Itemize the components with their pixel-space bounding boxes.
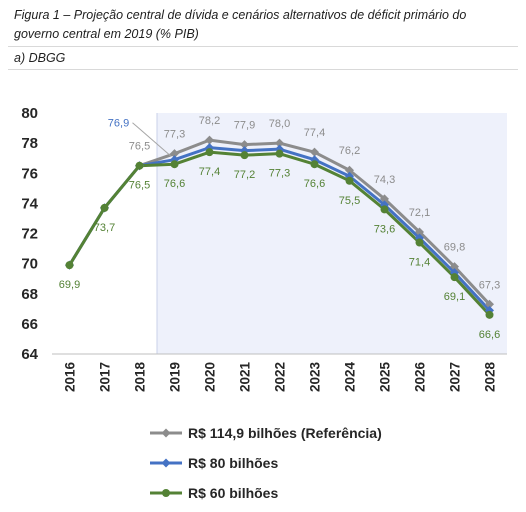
legend-label: R$ 80 bilhões (188, 455, 279, 471)
y-tick-label: 74 (21, 195, 38, 212)
series-3-point (345, 176, 354, 185)
series-1-point (205, 135, 214, 145)
series-3-point (135, 161, 144, 170)
series-1-data-label: 72,1 (409, 207, 430, 219)
y-tick-label: 72 (21, 226, 38, 243)
callout-leader-line (132, 122, 171, 157)
series-1-point (450, 262, 459, 272)
legend-label: R$ 60 bilhões (188, 485, 279, 501)
series-1-data-label: 69,8 (444, 242, 465, 254)
y-tick-label: 68 (21, 286, 38, 303)
x-tick-label: 2020 (203, 362, 218, 392)
legend-label: R$ 114,9 bilhões (Referência) (188, 425, 382, 441)
x-tick-label: 2024 (343, 362, 358, 393)
series-1-data-label: 76,5 (129, 141, 150, 153)
x-tick-label: 2017 (98, 362, 113, 392)
x-tick-label: 2022 (273, 362, 288, 392)
y-tick-label: 64 (21, 346, 38, 363)
caption-divider (8, 46, 518, 47)
series-1-data-label: 76,2 (339, 145, 360, 157)
series-1-point (240, 140, 249, 150)
series-3-point (450, 273, 459, 282)
legend-item: R$ 114,9 bilhões (Referência) (150, 418, 382, 448)
series-1-data-label: 77,3 (164, 129, 185, 141)
x-tick-label: 2016 (63, 362, 78, 393)
figure-header: Figura 1 – Projeção central de dívida e … (0, 0, 526, 70)
series-3-point (170, 160, 179, 169)
x-tick-label: 2025 (378, 362, 393, 393)
series-1-data-label: 67,3 (479, 279, 500, 291)
y-tick-label: 78 (21, 135, 38, 152)
legend-swatch (150, 428, 182, 438)
series-3-data-label: 73,6 (374, 223, 395, 235)
series-3-data-label: 77,3 (269, 168, 290, 180)
series-1-point (345, 165, 354, 175)
x-tick-label: 2027 (448, 362, 463, 392)
y-tick-label: 76 (21, 165, 38, 182)
legend-swatch (150, 489, 182, 497)
series-1-point (170, 149, 179, 159)
x-tick-label: 2021 (238, 362, 253, 393)
series-1-data-label: 77,4 (304, 127, 325, 139)
legend-item: R$ 60 bilhões (150, 478, 382, 508)
panel-divider (8, 69, 518, 70)
series-1-data-label: 78,0 (269, 118, 290, 130)
series-3-point (65, 261, 74, 270)
series-1-data-label: 74,3 (374, 174, 395, 186)
series-3-point (380, 205, 389, 214)
series-1-point (310, 147, 319, 157)
series-3-data-label: 71,4 (409, 257, 430, 269)
series-2-data-label: 76,9 (108, 118, 129, 130)
series-3-data-label: 77,2 (234, 169, 255, 181)
figure-caption: Figura 1 – Projeção central de dívida e … (14, 8, 467, 41)
series-3-point (275, 149, 284, 158)
x-tick-label: 2026 (413, 362, 428, 393)
x-tick-label: 2018 (133, 362, 148, 393)
series-1-data-label: 78,2 (199, 115, 220, 127)
y-tick-label: 80 (21, 105, 38, 122)
x-tick-label: 2028 (483, 362, 498, 393)
x-tick-label: 2019 (168, 362, 183, 392)
series-1-point (415, 227, 424, 237)
series-3-data-label: 77,4 (199, 166, 220, 178)
series-3-point (415, 238, 424, 247)
panel-label: a) DBGG (14, 51, 66, 65)
series-3-point (485, 310, 494, 319)
series-3-data-label: 76,6 (164, 178, 185, 190)
series-3-data-label: 75,5 (339, 195, 360, 207)
series-3-point (310, 160, 319, 169)
series-3-data-label: 73,7 (94, 222, 115, 234)
series-3-data-label: 76,5 (129, 180, 150, 192)
y-tick-label: 70 (21, 256, 38, 273)
series-3-data-label: 69,1 (444, 291, 465, 303)
series-1-data-label: 77,9 (234, 120, 255, 132)
series-3-point (240, 151, 249, 160)
chart-legend: R$ 114,9 bilhões (Referência) R$ 80 bilhõ… (150, 418, 382, 508)
series-3-data-label: 66,6 (479, 329, 500, 341)
x-tick-label: 2023 (308, 362, 323, 393)
series-1-point (275, 138, 284, 148)
series-3-point (205, 148, 214, 157)
series-3-data-label: 76,6 (304, 178, 325, 190)
series-3-data-label: 69,9 (59, 279, 80, 291)
series-1-point (380, 194, 389, 204)
y-tick-label: 66 (21, 316, 38, 333)
legend-item: R$ 80 bilhões (150, 448, 382, 478)
series-3-point (100, 203, 109, 212)
series-1-point (485, 299, 494, 309)
legend-swatch (150, 458, 182, 468)
